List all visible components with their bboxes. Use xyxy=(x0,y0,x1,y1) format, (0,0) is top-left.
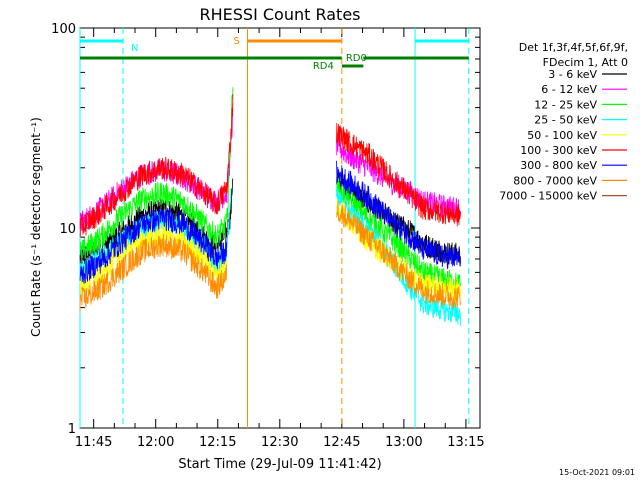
x-tick-label: 11:45 xyxy=(75,435,112,450)
bar-label-rd0: RD0 xyxy=(346,53,367,64)
bar-label-rd4: RD4 xyxy=(313,61,334,72)
series-line xyxy=(79,233,227,313)
x-tick-label: 12:30 xyxy=(261,435,298,450)
series-line xyxy=(336,122,461,227)
series-layer xyxy=(79,87,461,326)
legend-label: 300 - 800 keV xyxy=(520,159,597,172)
legend-label: 7000 - 15000 keV xyxy=(499,190,597,203)
legend-label: 25 - 50 keV xyxy=(534,114,597,127)
x-tick-label: 12:00 xyxy=(137,435,174,450)
legend-header: FDecim 1, Att 0 xyxy=(543,56,628,69)
series-line xyxy=(336,160,461,270)
bar-label-s: S xyxy=(234,36,240,47)
x-axis-label: Start Time (29-Jul-09 11:41:42) xyxy=(178,457,381,472)
x-tick-label: 12:15 xyxy=(199,435,236,450)
footer-date: 15-Oct-2021 09:01 xyxy=(559,468,635,477)
x-tick-label: 13:00 xyxy=(385,435,422,450)
legend-label: 800 - 7000 keV xyxy=(513,174,597,187)
chart-title: RHESSI Count Rates xyxy=(200,5,361,24)
bar-label-n: N xyxy=(131,43,138,54)
legend-label: 3 - 6 keV xyxy=(548,68,597,81)
series-line xyxy=(79,87,234,260)
y-tick-label: 100 xyxy=(51,22,76,37)
x-tick-label: 13:15 xyxy=(447,435,484,450)
y-tick-label: 1 xyxy=(68,422,76,437)
x-tick-label: 12:45 xyxy=(323,435,360,450)
y-axis-label: Count Rate (s⁻¹ detector segment⁻¹) xyxy=(29,117,43,337)
legend-label: 6 - 12 keV xyxy=(541,83,597,96)
legend-label: 12 - 25 keV xyxy=(534,98,597,111)
legend-label: 50 - 100 keV xyxy=(527,129,597,142)
series-line xyxy=(79,93,234,237)
series-line xyxy=(79,207,227,284)
axes: 1 10 100 11:45 12:00 12:15 12:30 12:45 13:00 13:1… xyxy=(51,22,484,450)
y-tick-label: 10 xyxy=(59,222,76,237)
legend-header: Det 1f,3f,4f,5f,6f,9f, xyxy=(519,41,628,54)
legend-label: 100 - 300 keV xyxy=(520,144,597,157)
series-line xyxy=(336,200,461,309)
legend: Det 1f,3f,4f,5f,6f,9f, FDecim 1, Att 03 -… xyxy=(499,41,628,203)
